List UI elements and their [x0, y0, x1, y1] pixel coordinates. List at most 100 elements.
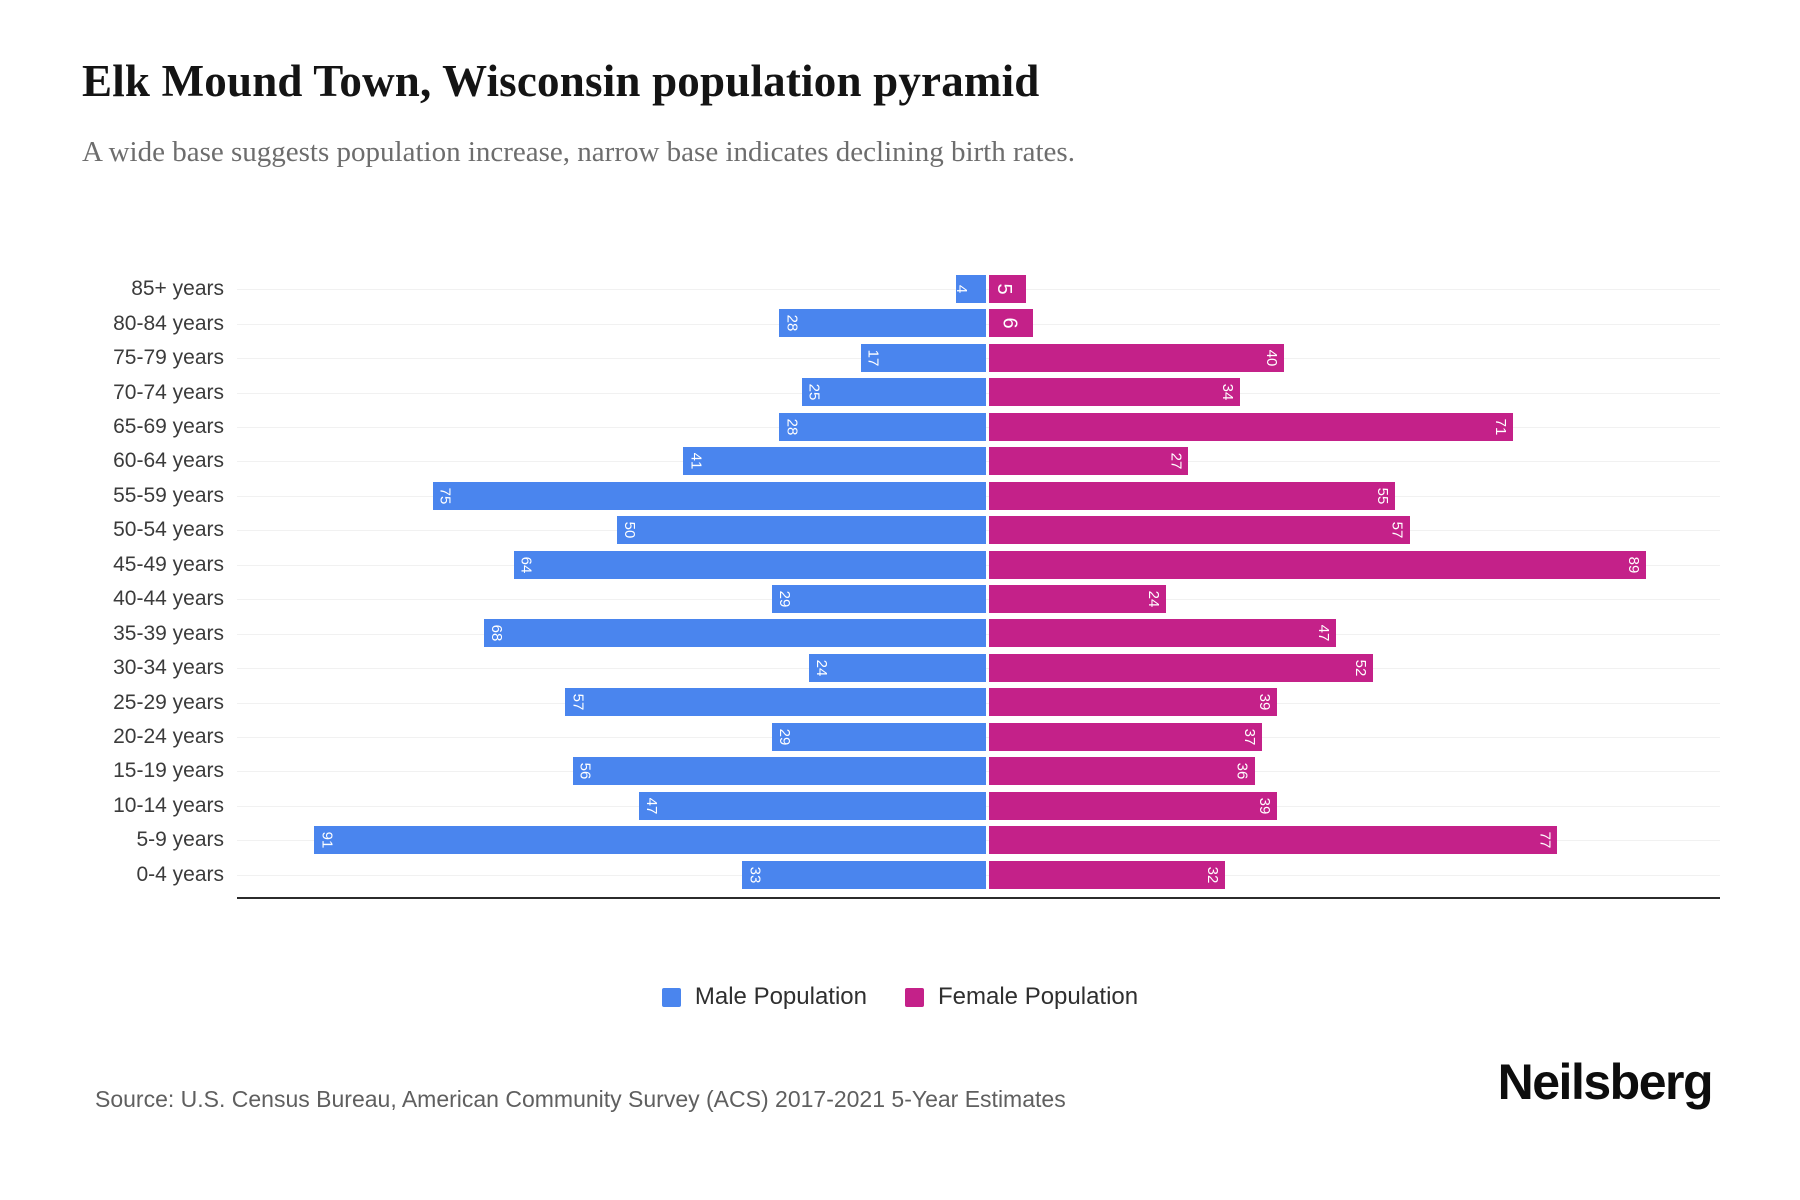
male-bar-value: 64 — [517, 556, 535, 573]
male-bar[interactable]: 91 — [314, 826, 986, 855]
male-bar-value: 47 — [643, 797, 661, 814]
male-bar[interactable]: 33 — [742, 860, 986, 889]
female-bar[interactable]: 40 — [989, 343, 1285, 372]
male-bar[interactable]: 75 — [432, 481, 986, 510]
pyramid-row: 60-64 years 41 27 — [113, 444, 1720, 478]
female-bar-value: 39 — [1255, 797, 1273, 814]
female-bar[interactable]: 5 — [989, 275, 1026, 303]
male-bar[interactable]: 29 — [771, 722, 986, 751]
neilsberg-logo[interactable]: Neilsberg — [1497, 1054, 1714, 1110]
male-bar[interactable]: 29 — [771, 585, 986, 613]
page-title: Elk Mound Town, Wisconsin population pyr… — [82, 56, 1040, 106]
female-bar-value: 32 — [1204, 866, 1222, 883]
male-bar[interactable]: 50 — [617, 516, 986, 545]
age-group-label: 55-59 years — [113, 483, 224, 507]
female-bar-value: 89 — [1624, 556, 1642, 573]
legend-female-label: Female Population — [938, 983, 1139, 1010]
chart-legend: Male Population Female Population — [0, 983, 1800, 1011]
female-bar[interactable]: 71 — [989, 412, 1513, 441]
female-bar[interactable]: 52 — [989, 653, 1373, 682]
age-group-label: 30-34 years — [113, 656, 224, 680]
pyramid-row: 20-24 years 29 37 — [113, 720, 1720, 754]
female-bar[interactable]: 6 — [989, 309, 1034, 338]
age-group-label: 5-9 years — [136, 828, 224, 852]
female-bar[interactable]: 32 — [989, 860, 1226, 889]
male-bar[interactable]: 47 — [639, 791, 986, 820]
male-bar[interactable]: 4 — [952, 275, 986, 303]
pyramid-row: 15-19 years 56 36 — [113, 754, 1720, 788]
female-bar-value: 47 — [1314, 625, 1332, 642]
age-group-label: 70-74 years — [113, 380, 224, 404]
female-bar[interactable]: 36 — [989, 757, 1255, 786]
male-bar-value: 68 — [488, 625, 506, 642]
male-bar-value: 28 — [783, 418, 801, 436]
legend-male-label: Male Population — [694, 983, 867, 1010]
female-bar[interactable]: 27 — [989, 447, 1189, 476]
male-bar[interactable]: 56 — [572, 757, 986, 786]
female-bar-value: 6 — [998, 317, 1021, 329]
male-bar-value: 50 — [621, 521, 638, 539]
pyramid-chart: 85+ years 4 5 80-84 years 28 6 75-79 years 17 40… — [113, 272, 1720, 892]
female-bar-value: 40 — [1263, 349, 1281, 367]
male-bar-value: 33 — [746, 866, 764, 883]
age-group-label: 50-54 years — [113, 518, 224, 542]
male-bar[interactable]: 28 — [779, 412, 986, 441]
female-bar-value: 57 — [1388, 521, 1406, 539]
age-group-label: 85+ years — [131, 277, 224, 301]
male-bar[interactable]: 64 — [513, 550, 986, 579]
female-swatch-icon — [905, 987, 924, 1007]
female-bar-value: 27 — [1167, 452, 1185, 470]
age-group-label: 0-4 years — [136, 862, 224, 886]
male-swatch-icon — [661, 987, 681, 1007]
male-bar-value: 25 — [805, 383, 823, 401]
pyramid-row: 35-39 years 68 47 — [113, 616, 1720, 650]
male-bar[interactable]: 41 — [683, 447, 986, 476]
female-bar[interactable]: 47 — [989, 619, 1336, 648]
pyramid-row: 75-79 years 17 40 — [113, 341, 1720, 375]
age-group-label: 75-79 years — [113, 346, 224, 370]
female-bar[interactable]: 24 — [989, 585, 1167, 613]
female-bar[interactable]: 34 — [989, 378, 1240, 407]
female-bar[interactable]: 57 — [989, 516, 1410, 545]
age-group-label: 15-19 years — [113, 759, 224, 783]
male-bar[interactable]: 28 — [779, 309, 986, 338]
pyramid-row: 25-29 years 57 39 — [113, 685, 1720, 719]
age-group-label: 35-39 years — [113, 621, 224, 645]
legend-item-male[interactable]: Male Population — [661, 983, 867, 1011]
male-bar[interactable]: 68 — [484, 619, 986, 648]
age-group-label: 25-29 years — [113, 690, 224, 714]
male-bar-value: 57 — [569, 693, 587, 711]
pyramid-row: 85+ years 4 5 — [131, 272, 1720, 306]
age-group-label: 60-64 years — [113, 449, 224, 473]
male-bar[interactable]: 25 — [801, 378, 986, 407]
female-bar-value: 55 — [1373, 487, 1391, 504]
female-bar[interactable]: 77 — [989, 826, 1558, 855]
male-bar[interactable]: 57 — [565, 688, 986, 717]
male-bar-value: 41 — [687, 452, 705, 470]
female-bar[interactable]: 37 — [989, 722, 1263, 751]
male-bar-value: 91 — [318, 831, 336, 849]
male-bar-value: 17 — [864, 349, 882, 367]
female-bar[interactable]: 55 — [989, 481, 1395, 510]
pyramid-row: 50-54 years 50 57 — [113, 513, 1720, 547]
pyramid-row: 55-59 years 75 55 — [113, 479, 1720, 513]
pyramid-row: 80-84 years 28 6 — [113, 306, 1720, 340]
female-bar-value: 36 — [1233, 762, 1251, 780]
pyramid-row: 40-44 years 29 24 — [113, 582, 1720, 616]
male-bar-value: 4 — [952, 284, 970, 294]
legend-item-female[interactable]: Female Population — [905, 983, 1138, 1011]
male-bar-value: 75 — [436, 487, 454, 504]
male-bar-value: 24 — [812, 659, 830, 677]
x-axis-line — [237, 897, 1720, 899]
male-bar-value: 29 — [775, 728, 793, 746]
female-bar[interactable]: 39 — [989, 688, 1277, 717]
male-bar[interactable]: 24 — [808, 653, 986, 682]
female-bar-value: 34 — [1218, 383, 1236, 401]
female-bar[interactable]: 39 — [989, 791, 1277, 820]
pyramid-row: 5-9 years 91 77 — [136, 823, 1720, 857]
male-bar[interactable]: 17 — [860, 343, 986, 372]
female-bar[interactable]: 89 — [989, 550, 1646, 579]
age-group-label: 20-24 years — [113, 724, 224, 748]
page-subtitle: A wide base suggests population increase… — [82, 136, 1075, 168]
